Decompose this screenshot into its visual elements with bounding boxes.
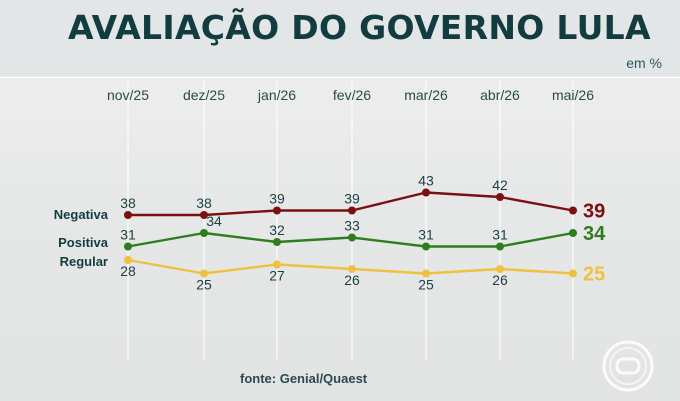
data-label-regular: 28 <box>120 263 136 279</box>
x-tick-label: fev/26 <box>333 87 371 103</box>
data-point-negativa <box>200 211 208 219</box>
data-label-positiva: 31 <box>418 227 434 243</box>
data-point-regular <box>200 269 208 278</box>
data-point-positiva <box>124 242 132 251</box>
data-point-regular <box>273 260 281 269</box>
data-label-regular: 27 <box>269 268 285 284</box>
data-point-negativa <box>496 193 504 201</box>
data-label-positiva: 31 <box>120 227 136 243</box>
series-name-negativa: Negativa <box>54 207 109 222</box>
x-tick-label: nov/25 <box>107 87 149 103</box>
data-point-negativa <box>422 188 430 197</box>
x-tick-label: abr/26 <box>480 87 520 103</box>
source-note: fonte: Genial/Quaest <box>240 371 368 386</box>
data-point-positiva <box>348 233 356 242</box>
final-value-positiva: 34 <box>583 223 606 245</box>
data-label-regular: 26 <box>344 272 360 288</box>
data-label-positiva: 34 <box>206 213 222 229</box>
chart-header: AVALIAÇÃO DO GOVERNO LULA em % <box>0 0 680 76</box>
data-label-negativa: 38 <box>120 195 136 211</box>
data-point-regular <box>348 265 356 273</box>
data-label-negativa: 39 <box>344 191 360 207</box>
data-point-regular <box>569 269 577 278</box>
data-label-negativa: 38 <box>196 195 212 211</box>
x-tick-label: mai/26 <box>552 87 594 103</box>
data-point-positiva <box>273 238 281 246</box>
data-label-negativa: 42 <box>492 177 508 193</box>
data-label-regular: 26 <box>492 272 508 288</box>
data-point-negativa <box>348 206 356 215</box>
data-label-positiva: 33 <box>344 218 360 234</box>
chart-title: AVALIAÇÃO DO GOVERNO LULA <box>68 8 651 47</box>
series-name-positiva: Positiva <box>58 235 109 250</box>
data-point-negativa <box>569 206 577 215</box>
final-value-negativa: 39 <box>583 201 605 223</box>
data-point-regular <box>124 256 132 264</box>
x-tick-label: dez/25 <box>183 87 225 103</box>
globo-logo-icon <box>602 340 654 392</box>
data-point-positiva <box>569 229 577 237</box>
data-label-regular: 25 <box>196 277 212 293</box>
x-tick-label: jan/26 <box>257 87 296 103</box>
data-point-positiva <box>422 242 430 251</box>
x-tick-label: mar/26 <box>404 87 448 103</box>
data-point-negativa <box>273 206 281 215</box>
data-point-regular <box>422 269 430 278</box>
data-label-positiva: 31 <box>492 227 508 243</box>
data-label-negativa: 39 <box>269 191 285 207</box>
data-label-negativa: 43 <box>418 173 434 189</box>
data-point-regular <box>496 265 504 273</box>
data-point-positiva <box>200 229 208 237</box>
data-point-negativa <box>124 211 132 219</box>
series-name-regular: Regular <box>60 254 108 269</box>
data-label-regular: 25 <box>418 277 434 293</box>
unit-label: em % <box>626 55 662 71</box>
final-value-regular: 25 <box>583 264 605 286</box>
data-point-positiva <box>496 242 504 251</box>
data-label-positiva: 32 <box>269 222 285 238</box>
